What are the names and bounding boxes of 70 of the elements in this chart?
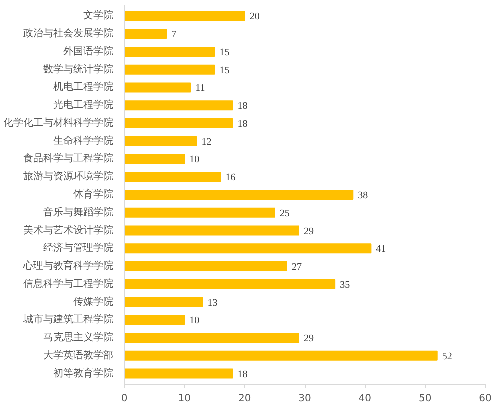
x-tick-label: 10	[178, 394, 192, 404]
bar	[124, 244, 372, 254]
bar	[124, 297, 204, 308]
data-label: 25	[280, 208, 290, 220]
bar	[124, 82, 192, 93]
x-tick-label: 0	[121, 394, 128, 404]
data-label: 7	[172, 30, 177, 41]
x-tick-label: 60	[479, 394, 492, 404]
bar	[124, 29, 168, 40]
y-tick-label: 食品科学与工程学院	[24, 152, 114, 165]
data-label: 18	[238, 101, 248, 112]
y-tick-label: 传媒学院	[74, 296, 114, 308]
data-label: 10	[190, 154, 200, 166]
bar	[124, 64, 216, 75]
data-label: 29	[304, 334, 314, 345]
bar	[124, 190, 354, 200]
bar	[124, 279, 336, 290]
bar	[124, 208, 276, 218]
y-tick-label: 初等教育学院	[54, 367, 114, 380]
bar	[124, 315, 186, 326]
y-tick-label: 文学院	[84, 10, 114, 22]
bar	[124, 226, 300, 236]
data-label: 38	[358, 190, 368, 202]
data-label: 13	[208, 298, 218, 309]
data-label: 12	[202, 136, 212, 148]
data-label: 52	[442, 351, 452, 362]
data-label: 11	[196, 83, 206, 94]
data-label: 18	[238, 118, 248, 130]
y-tick-label: 马克思主义学院	[44, 332, 114, 344]
bar	[124, 350, 438, 361]
data-label: 16	[226, 172, 236, 184]
y-tick-label: 光电工程学院	[54, 99, 114, 112]
y-tick-label: 美术与艺术设计学院	[24, 224, 114, 236]
y-tick-label: 信息科学与工程学院	[24, 278, 114, 290]
data-label: 27	[292, 262, 302, 274]
y-tick-label: 城市与建筑工程学院	[22, 314, 114, 326]
x-tick-label: 50	[418, 394, 432, 404]
y-tick-label: 音乐与舞蹈学院	[44, 206, 114, 218]
data-label: 15	[220, 65, 230, 76]
data-label: 29	[304, 226, 314, 238]
data-label: 15	[220, 47, 230, 58]
x-tick-label: 40	[358, 394, 372, 404]
y-tick-label: 心理与教育科学学院	[22, 260, 114, 272]
data-label: 10	[190, 316, 200, 327]
bar	[124, 368, 234, 379]
bar	[124, 172, 222, 182]
x-tick-label: 30	[298, 394, 312, 404]
y-tick-label: 旅游与资源环境学院	[24, 170, 114, 183]
bar	[124, 100, 234, 111]
y-tick-label: 经济与管理学院	[44, 242, 114, 254]
y-tick-label: 政治与社会发展学院	[24, 28, 114, 40]
bar	[124, 47, 216, 57]
y-tick-label: 数学与统计学院	[44, 63, 114, 76]
data-label: 41	[376, 244, 386, 256]
bar	[124, 136, 198, 146]
bar	[124, 154, 186, 164]
x-tick-label: 20	[238, 394, 252, 404]
y-tick-label: 化学化工与材料科学学院	[4, 116, 114, 129]
data-label: 20	[250, 12, 260, 23]
bar	[124, 333, 300, 343]
bar	[124, 11, 246, 22]
bar	[124, 118, 234, 128]
y-tick-label: 大学英语教学部	[44, 349, 114, 362]
y-tick-label: 外国语学院	[64, 45, 114, 58]
y-tick-label: 生命科学学院	[54, 134, 114, 147]
bar	[124, 262, 288, 272]
y-tick-label: 体育学院	[74, 188, 114, 200]
data-label: 18	[238, 369, 248, 380]
data-label: 35	[340, 280, 350, 291]
y-tick-label: 机电工程学院	[54, 81, 114, 94]
